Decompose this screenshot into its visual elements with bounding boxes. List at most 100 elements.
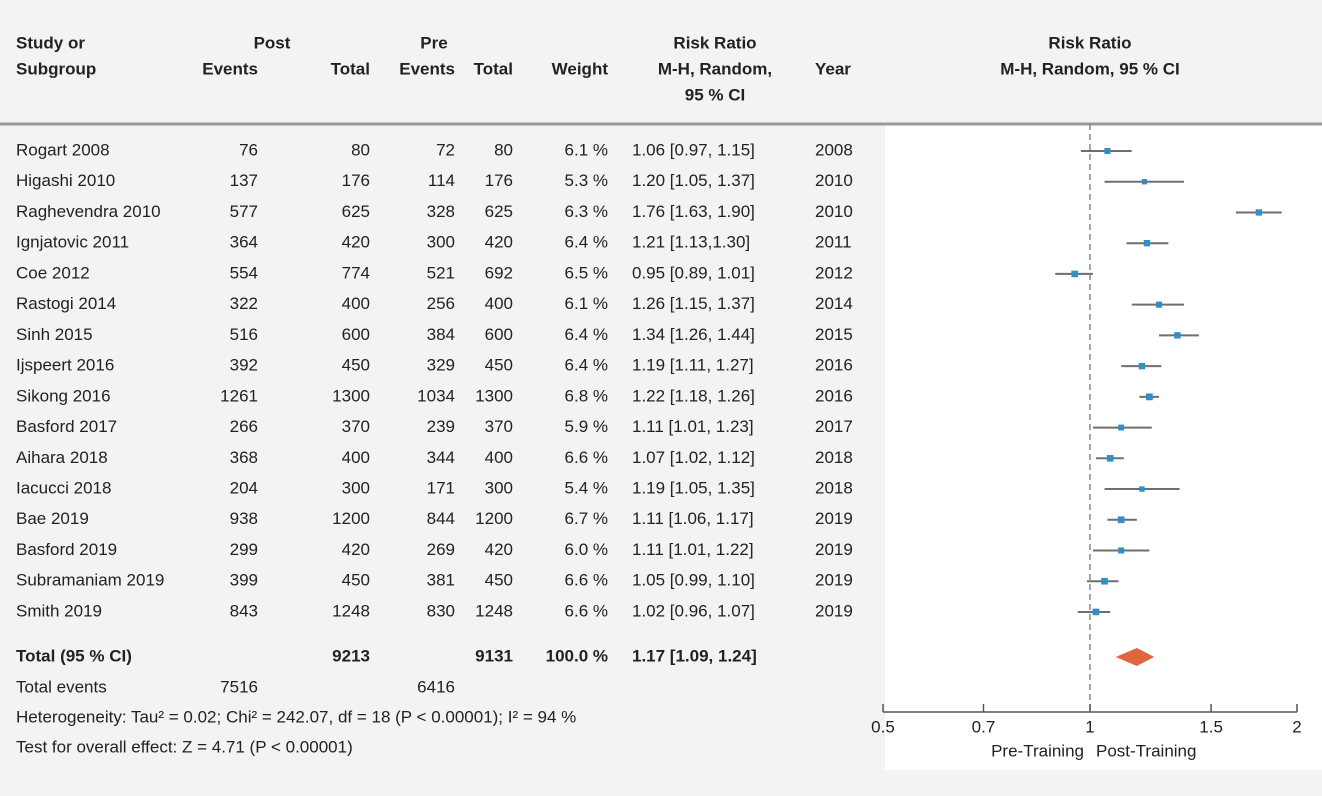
cell: 6.5 % bbox=[565, 263, 608, 282]
effect-square bbox=[1101, 577, 1108, 585]
effect-square bbox=[1117, 516, 1125, 524]
x-axis-label: Pre-Training bbox=[991, 741, 1084, 760]
cell: 2019 bbox=[815, 540, 853, 559]
cell: 1.11 [1.06, 1.17] bbox=[632, 509, 754, 528]
header: Total bbox=[331, 59, 370, 78]
study-name: Coe 2012 bbox=[16, 263, 90, 282]
cell: 176 bbox=[485, 171, 513, 190]
effect-square bbox=[1139, 486, 1145, 492]
cell: 370 bbox=[485, 417, 513, 436]
cell: 6.3 % bbox=[565, 202, 608, 221]
cell: 6.7 % bbox=[565, 509, 608, 528]
x-tick-label: 1.5 bbox=[1199, 717, 1223, 736]
effect-square bbox=[1138, 362, 1146, 370]
cell: 400 bbox=[485, 294, 513, 313]
cell: 368 bbox=[230, 448, 258, 467]
cell: 239 bbox=[427, 417, 455, 436]
cell: 6.4 % bbox=[565, 356, 608, 375]
cell: 450 bbox=[342, 356, 370, 375]
header: 95 % CI bbox=[685, 85, 745, 104]
cell: 450 bbox=[485, 571, 513, 590]
study-name: Basford 2019 bbox=[16, 540, 117, 559]
cell: 100.0 % bbox=[546, 646, 608, 665]
cell: 692 bbox=[485, 263, 513, 282]
cell: 344 bbox=[427, 448, 455, 467]
cell: 1.76 [1.63, 1.90] bbox=[632, 202, 755, 221]
cell: 266 bbox=[230, 417, 258, 436]
cell: 600 bbox=[485, 325, 513, 344]
study-name: Raghevendra 2010 bbox=[16, 202, 161, 221]
header: Total bbox=[474, 59, 513, 78]
cell: 204 bbox=[230, 479, 258, 498]
heterogeneity: Heterogeneity: Tau² = 0.02; Chi² = 242.0… bbox=[16, 707, 576, 726]
plot-panel bbox=[885, 124, 1322, 770]
cell: 5.3 % bbox=[565, 171, 608, 190]
cell: 399 bbox=[230, 571, 258, 590]
x-axis-label: Post-Training bbox=[1096, 741, 1196, 760]
cell: 1.19 [1.11, 1.27] bbox=[632, 356, 754, 375]
effect-square bbox=[1092, 608, 1100, 616]
study-name: Rogart 2008 bbox=[16, 140, 110, 159]
cell: 420 bbox=[342, 540, 370, 559]
study-name: Rastogi 2014 bbox=[16, 294, 116, 313]
cell: 2016 bbox=[815, 386, 853, 405]
effect-square bbox=[1174, 332, 1181, 339]
cell: 370 bbox=[342, 417, 370, 436]
effect-square bbox=[1071, 270, 1078, 278]
cell: 1200 bbox=[475, 509, 513, 528]
cell: 843 bbox=[230, 601, 258, 620]
cell: 1.21 [1.13,1.30] bbox=[632, 233, 750, 252]
cell: 521 bbox=[427, 263, 455, 282]
cell: 400 bbox=[342, 294, 370, 313]
cell: 6.6 % bbox=[565, 571, 608, 590]
study-name: Ignjatovic 2011 bbox=[16, 233, 129, 252]
header: Subgroup bbox=[16, 59, 96, 78]
effect-square bbox=[1155, 301, 1163, 308]
header: Study or bbox=[16, 33, 85, 52]
cell: 577 bbox=[230, 202, 258, 221]
study-name: Subramaniam 2019 bbox=[16, 571, 164, 590]
cell: 5.4 % bbox=[565, 479, 608, 498]
cell: 516 bbox=[230, 325, 258, 344]
plot-title: Risk Ratio bbox=[1048, 33, 1131, 52]
cell: 171 bbox=[427, 479, 455, 498]
cell: 392 bbox=[230, 356, 258, 375]
cell: 400 bbox=[485, 448, 513, 467]
cell: 9213 bbox=[332, 646, 370, 665]
header: M-H, Random, bbox=[658, 59, 772, 78]
plot-title: M-H, Random, 95 % CI bbox=[1000, 59, 1179, 78]
cell: 6.1 % bbox=[565, 140, 608, 159]
cell: 2012 bbox=[815, 263, 853, 282]
cell: 80 bbox=[351, 140, 370, 159]
x-tick-label: 0.7 bbox=[972, 717, 996, 736]
cell: 381 bbox=[427, 571, 455, 590]
study-name: Sikong 2016 bbox=[16, 386, 111, 405]
cell: 400 bbox=[342, 448, 370, 467]
cell: 2017 bbox=[815, 417, 853, 436]
overall-effect: Test for overall effect: Z = 4.71 (P < 0… bbox=[16, 737, 353, 756]
cell: 938 bbox=[230, 509, 258, 528]
header: Events bbox=[399, 59, 455, 78]
x-tick-label: 2 bbox=[1292, 717, 1301, 736]
effect-square bbox=[1104, 147, 1111, 155]
cell: 300 bbox=[342, 479, 370, 498]
cell: 6.4 % bbox=[565, 233, 608, 252]
effect-square bbox=[1141, 179, 1148, 185]
cell: 269 bbox=[427, 540, 455, 559]
cell: 2018 bbox=[815, 448, 853, 467]
cell: 256 bbox=[427, 294, 455, 313]
cell: 364 bbox=[230, 233, 258, 252]
cell: 384 bbox=[427, 325, 455, 344]
cell: 420 bbox=[485, 233, 513, 252]
cell: 1.26 [1.15, 1.37] bbox=[632, 294, 755, 313]
cell: 625 bbox=[342, 202, 370, 221]
cell: 450 bbox=[342, 571, 370, 590]
header: Weight bbox=[552, 59, 609, 78]
cell: 1.05 [0.99, 1.10] bbox=[632, 571, 755, 590]
cell: 2019 bbox=[815, 509, 853, 528]
cell: 1.06 [0.97, 1.15] bbox=[632, 140, 755, 159]
cell: 420 bbox=[485, 540, 513, 559]
effect-square bbox=[1106, 455, 1114, 462]
cell: 5.9 % bbox=[565, 417, 608, 436]
